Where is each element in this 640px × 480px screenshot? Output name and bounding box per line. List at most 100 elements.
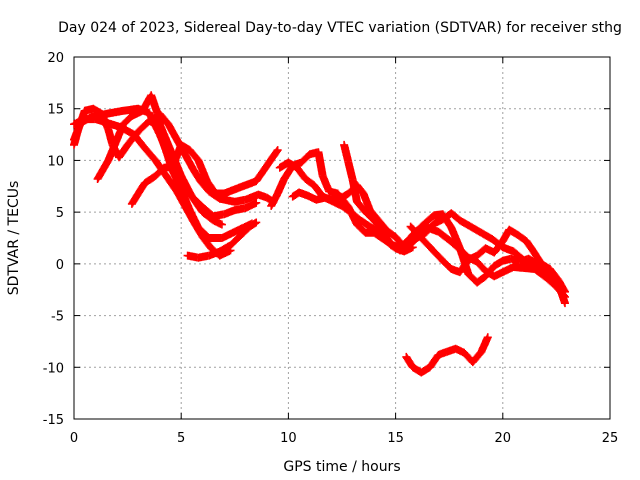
- data-point-markers: [546, 265, 562, 284]
- data-point-markers: [344, 158, 357, 183]
- data-point-markers: [172, 135, 189, 158]
- x-tick-label: 5: [177, 431, 185, 446]
- y-tick-label: -10: [43, 361, 64, 376]
- data-point-markers: [245, 219, 259, 231]
- data-point-markers: [252, 162, 271, 186]
- series-track-10: [288, 188, 569, 308]
- y-tick-label: 20: [47, 51, 64, 66]
- y-tick-label: 15: [47, 103, 64, 118]
- data-point-markers: [134, 118, 152, 136]
- data-point-markers: [293, 163, 309, 182]
- data-series: [70, 91, 569, 377]
- y-tick-label: -5: [51, 310, 64, 325]
- y-tick-label: -15: [43, 413, 64, 428]
- series-track-11: [340, 140, 569, 301]
- data-point-markers: [359, 189, 374, 213]
- data-point-markers: [115, 142, 131, 162]
- x-tick-label: 0: [70, 431, 78, 446]
- data-point-markers: [162, 171, 181, 195]
- data-point-markers: [196, 177, 213, 195]
- y-tick-label: 5: [56, 206, 64, 221]
- data-point-markers: [468, 348, 485, 367]
- data-point-marker: [217, 220, 226, 229]
- data-point-markers: [104, 137, 121, 165]
- data-point-markers: [447, 209, 463, 224]
- data-point-markers: [155, 109, 172, 128]
- data-point-markers: [428, 245, 446, 264]
- data-point-markers: [438, 256, 455, 272]
- data-point-markers: [181, 203, 198, 226]
- data-point-markers: [513, 230, 530, 245]
- data-point-markers: [395, 237, 412, 252]
- data-point-markers: [318, 171, 333, 194]
- data-point-markers: [187, 192, 206, 215]
- data-point-markers: [419, 212, 437, 229]
- data-point-markers: [455, 257, 472, 277]
- data-point-markers: [361, 208, 378, 224]
- data-point-marker: [483, 333, 492, 342]
- data-point-markers: [509, 247, 525, 262]
- data-point-markers: [417, 234, 435, 253]
- data-point-markers: [134, 180, 148, 198]
- plot-frame: [73, 56, 611, 420]
- y-axis-label: SDTVAR / TECUs: [6, 181, 22, 296]
- data-point-markers: [365, 206, 382, 224]
- data-point-markers: [477, 334, 492, 356]
- series-track-6: [155, 109, 278, 206]
- y-tick-label: 0: [56, 258, 64, 273]
- x-tick-label: 20: [495, 431, 512, 446]
- data-point-markers: [177, 171, 196, 200]
- y-tick-label: 10: [47, 154, 64, 169]
- data-point-markers: [172, 187, 189, 210]
- data-point-marker: [560, 287, 569, 296]
- data-point-markers: [190, 218, 206, 240]
- data-point-markers: [130, 130, 148, 151]
- data-point-markers: [374, 216, 391, 234]
- data-point-markers: [185, 146, 202, 164]
- data-point-markers: [140, 144, 159, 164]
- data-point-markers: [93, 157, 112, 183]
- chart-title: Day 024 of 2023, Sidereal Day-to-day VTE…: [58, 20, 622, 36]
- data-point-markers: [425, 352, 442, 372]
- data-point-markers: [226, 231, 245, 250]
- x-tick-label: 10: [280, 431, 297, 446]
- data-point-markers: [168, 166, 185, 193]
- series-track-13: [402, 333, 492, 377]
- data-point-marker: [273, 146, 282, 155]
- data-point-markers: [237, 223, 253, 239]
- data-point-markers: [445, 236, 463, 253]
- data-point-markers: [297, 151, 313, 167]
- data-point-markers: [151, 164, 167, 180]
- data-point-markers: [340, 140, 353, 165]
- data-point-markers: [273, 176, 288, 198]
- data-point-markers: [346, 208, 362, 223]
- data-point-markers: [314, 148, 327, 179]
- data-point-markers: [147, 91, 162, 117]
- data-point-markers: [164, 120, 181, 143]
- series-track-12: [406, 222, 569, 296]
- data-point-markers: [531, 265, 549, 281]
- data-point-markers: [194, 156, 211, 184]
- data-point-markers: [434, 227, 452, 244]
- series-track-5: [127, 140, 282, 208]
- data-point-markers: [541, 273, 560, 290]
- data-point-markers: [383, 226, 399, 241]
- data-point-marker: [252, 198, 261, 207]
- series-track-7: [183, 218, 261, 262]
- x-tick-label: 25: [602, 431, 619, 446]
- data-point-markers: [198, 208, 217, 224]
- data-point-markers: [473, 257, 489, 274]
- data-point-markers: [117, 123, 137, 138]
- axis-ticks: 0 5 10 15 20 25 -15 -10 -5 0 5 10 15 20: [43, 51, 619, 446]
- data-point-markers: [181, 151, 198, 174]
- data-point-markers: [198, 233, 215, 252]
- x-axis-label: GPS time / hours: [283, 459, 400, 475]
- data-point-markers: [301, 175, 317, 189]
- data-point-markers: [263, 147, 281, 170]
- data-point-markers: [473, 273, 489, 287]
- data-point-markers: [528, 246, 545, 267]
- data-point-marker: [252, 218, 261, 227]
- data-point-markers: [455, 245, 472, 261]
- data-point-markers: [402, 352, 416, 370]
